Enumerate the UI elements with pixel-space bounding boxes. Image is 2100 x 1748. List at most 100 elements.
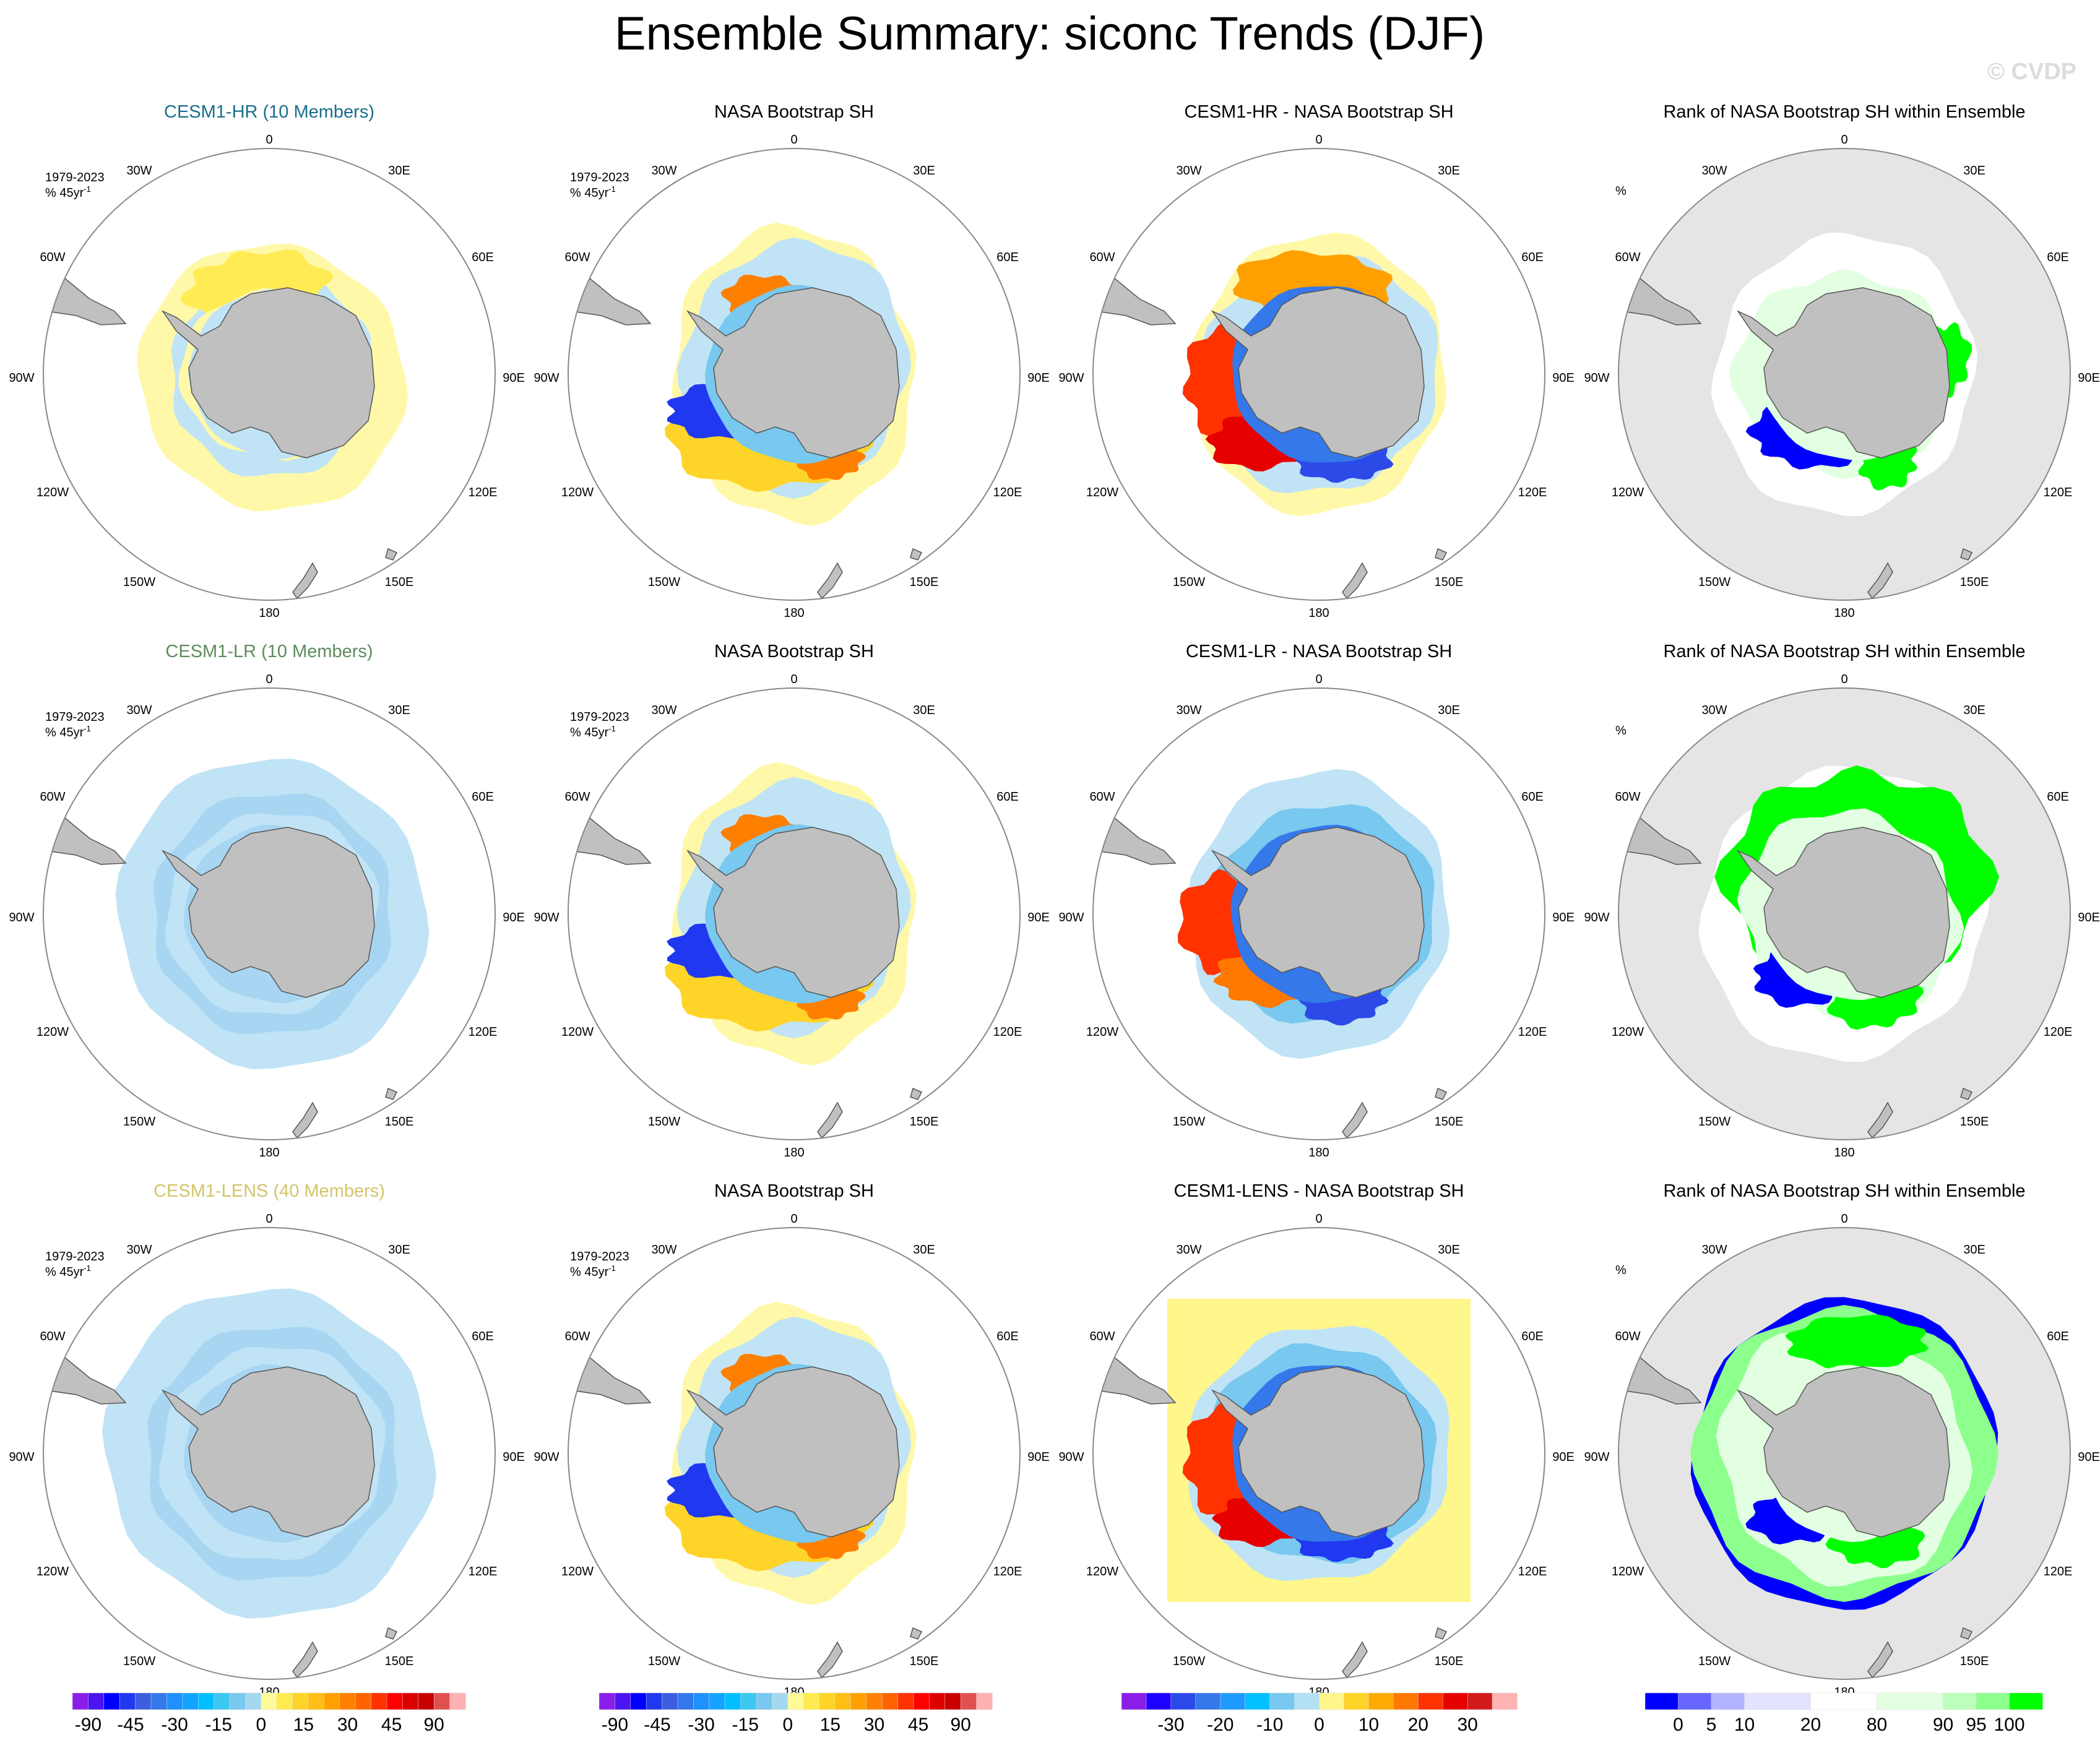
longitude-label: 180 [784, 1146, 804, 1160]
siconc-field [568, 762, 923, 1139]
longitude-label: 150E [910, 575, 939, 589]
panel-title: CESM1-HR (10 Members) [164, 102, 374, 122]
map-border [1618, 148, 2071, 601]
units-exponent: -1 [84, 184, 91, 194]
island-landmass [385, 548, 398, 561]
colorbar-box [103, 1692, 120, 1710]
antarctica-landmass [1736, 287, 1950, 459]
colorbar-box [197, 1692, 215, 1710]
longitude-label: 150W [648, 1655, 680, 1668]
island-landmass [910, 548, 923, 561]
longitude-label: 120W [1086, 1565, 1118, 1578]
antarctica-landmass [161, 827, 375, 998]
panel-grid: CESM1-HR (10 Members) 0 30E 60E 90E 120E 150E 1… [9, 102, 2099, 1699]
island-landmass [385, 1627, 398, 1640]
longitude-label: 60W [40, 1330, 65, 1343]
longitude-label: 150W [1698, 1655, 1731, 1668]
map-panel: CESM1-HR (10 Members) 0 30E 60E 90E 120E 150E 1… [9, 102, 524, 620]
map-border [43, 1227, 496, 1680]
colorbar-label: 20 [1800, 1715, 1821, 1735]
island-landmass [1435, 1087, 1448, 1100]
longitude-label: 180 [1308, 606, 1329, 620]
colorbars: -90 -45 -30 -15 0 15 30 45 90 -90 -45 -30 -15 0 15 30 45… [72, 1692, 2043, 1735]
units-label: % 45yr-1 [570, 1264, 616, 1279]
period-label: 1979-2023 [570, 710, 629, 724]
colorbar-label: 30 [864, 1715, 884, 1735]
colorbar-label: 0 [782, 1715, 793, 1735]
colorbar-label: -30 [161, 1715, 188, 1735]
island-landmass [385, 1087, 398, 1100]
longitude-label: 60E [472, 790, 494, 804]
antarctica-landmass [686, 827, 900, 998]
colorbar-box [72, 1692, 89, 1710]
colorbar-label: 20 [1408, 1715, 1428, 1735]
units-text: % 45yr [45, 1265, 84, 1279]
longitude-label: 60W [1089, 251, 1115, 264]
colorbar-box [724, 1692, 741, 1710]
longitude-label: 120E [993, 486, 1022, 499]
longitude-label: 30W [651, 164, 676, 178]
island-landmass [910, 1627, 923, 1640]
rank-units-label: % [1615, 184, 1627, 198]
colorbar-label: -90 [75, 1715, 102, 1735]
colorbar-label: 45 [381, 1715, 402, 1735]
longitude-label: 60E [996, 1330, 1019, 1343]
longitude-label: 150E [1960, 575, 1989, 589]
colorbar-box [1245, 1692, 1271, 1710]
colorbar-box [630, 1692, 647, 1710]
longitude-label: 90E [2078, 371, 2100, 385]
siconc-field [1618, 765, 1999, 1139]
colorbar-box [772, 1692, 789, 1710]
colorbar-box [693, 1692, 710, 1710]
antarctica-landmass [1736, 1366, 1950, 1538]
period-label: 1979-2023 [45, 710, 105, 724]
units-text: % 45yr [570, 1265, 609, 1279]
longitude-label: 120W [37, 486, 69, 499]
colorbar-label: -30 [1157, 1715, 1184, 1735]
colorbar-box [1418, 1692, 1443, 1710]
longitude-label: 180 [784, 606, 804, 620]
longitude-label: 90W [534, 911, 559, 924]
longitude-label: 150W [1173, 1655, 1205, 1668]
longitude-label: 0 [790, 133, 797, 147]
longitude-label: 90W [1058, 911, 1084, 924]
longitude-label: 60W [1089, 1330, 1115, 1343]
map-border [1618, 687, 2071, 1140]
longitude-label: 120W [1086, 486, 1118, 499]
longitude-label: 90W [9, 911, 34, 924]
colorbar-box [866, 1692, 883, 1710]
longitude-label: 0 [1315, 1212, 1322, 1226]
antarctica-landmass [161, 1366, 375, 1538]
colorbar-box [2009, 1692, 2043, 1710]
antarctica-landmass [1211, 287, 1425, 459]
colorbar-label: 5 [1706, 1715, 1717, 1735]
longitude-label: 60W [1615, 251, 1640, 264]
longitude-label: 120W [1612, 486, 1644, 499]
longitude-label: 30E [388, 164, 410, 178]
units-text: % 45yr [570, 186, 609, 200]
longitude-label: 60W [1089, 790, 1115, 804]
longitude-label: 150W [1173, 575, 1205, 589]
map-panel: NASA Bootstrap SH030E60E90E120E150E18015… [534, 1181, 1049, 1699]
period-label: 1979-2023 [570, 1250, 629, 1264]
colorbar-box [433, 1692, 451, 1710]
map-panel: Rank of NASA Bootstrap SH within Ensembl… [1584, 1181, 2099, 1699]
map-panel: CESM1-LR (10 Members) 0 30E 60E 90E 120E 150E 1… [9, 642, 524, 1160]
map-border [43, 687, 496, 1140]
colorbar-box [1121, 1692, 1147, 1710]
longitude-label: 90E [1027, 911, 1050, 924]
colorbar-box [598, 1692, 616, 1710]
siconc-field [1618, 1297, 1999, 1679]
longitude-label: 0 [1841, 1212, 1847, 1226]
colorbar-box [386, 1692, 404, 1710]
siconc-field [568, 222, 923, 600]
longitude-label: 30W [651, 1243, 676, 1257]
colorbar-label: 80 [1867, 1715, 1887, 1735]
colorbar-box [245, 1692, 262, 1710]
longitude-label: 120W [561, 1025, 594, 1039]
colorbar-box [834, 1692, 852, 1710]
units-label: % 45yr-1 [570, 724, 616, 739]
figure-title: Ensemble Summary: siconc Trends (DJF) [615, 7, 1485, 60]
longitude-label: 90E [1027, 371, 1050, 385]
longitude-label: 60E [996, 790, 1019, 804]
